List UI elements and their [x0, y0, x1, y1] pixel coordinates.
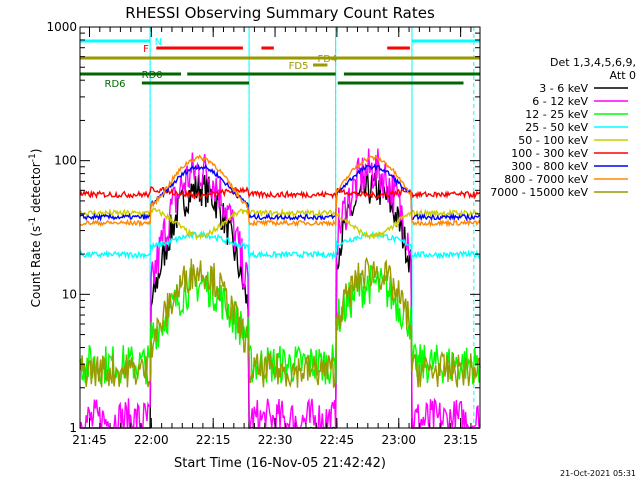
flag-label-FD5: FD5 [289, 61, 309, 72]
x-tick-label-2: 22:15 [196, 433, 231, 447]
plot-frame [79, 26, 481, 429]
x-tick-label-1: 22:00 [134, 433, 169, 447]
flag-label-N: N [155, 37, 162, 48]
saa-markers [149, 27, 475, 428]
series-line-6 [79, 163, 481, 223]
flag-label-RD6: RD6 [105, 79, 126, 90]
flag-bars: NF FD4 FD5 RD0 RD6 [80, 37, 480, 90]
legend-label-3: 25 - 50 keV [525, 121, 588, 134]
legend-label-5: 100 - 300 keV [511, 147, 588, 160]
y-tick-label-2: 100 [54, 154, 77, 168]
series-line-4 [79, 206, 481, 241]
series-line-7 [79, 154, 481, 228]
legend-header-line-1: Det 1,3,4,5,6,9, [550, 56, 636, 69]
legend-header-line-2: Att 0 [610, 69, 636, 82]
flag-label-F: F [143, 44, 149, 55]
series-line-8 [79, 256, 481, 389]
axes: 1 10 100 1000 21:45 22:00 22:15 22:30 22:45 23:00… [46, 20, 481, 447]
x-tick-label-6: 23:15 [443, 433, 478, 447]
x-tick-label-3: 22:30 [258, 433, 293, 447]
flag-label-FD4: FD4 [318, 54, 338, 65]
series-line-3 [79, 230, 481, 261]
series-line-5 [79, 185, 481, 200]
y-tick-label-3: 1000 [46, 20, 77, 34]
x-axis-label: Start Time (16-Nov-05 21:42:42) [174, 456, 386, 471]
legend-label-1: 6 - 12 keV [532, 95, 588, 108]
x-tick-label-4: 22:45 [320, 433, 355, 447]
legend-label-0: 3 - 6 keV [539, 82, 588, 95]
y-tick-label-0: 1 [69, 421, 77, 435]
chart-title: RHESSI Observing Summary Count Rates [125, 4, 435, 22]
y-axis-label: Count Rate (s-1 detector-1) [28, 149, 43, 308]
legend-label-2: 12 - 25 keV [525, 108, 588, 121]
x-tick-label-0: 21:45 [72, 433, 107, 447]
footer-date: 21-Oct-2021 05:31 [560, 469, 636, 478]
y-tick-label-1: 10 [62, 287, 77, 301]
x-tick-label-5: 23:00 [381, 433, 416, 447]
flag-label-RD0: RD0 [142, 70, 163, 81]
legend-label-4: 50 - 100 keV [518, 134, 588, 147]
legend-label-6: 300 - 800 keV [511, 160, 588, 173]
legend-label-7: 800 - 7000 keV [504, 173, 588, 186]
legend-label-8: 7000 - 15000 keV [490, 186, 588, 199]
